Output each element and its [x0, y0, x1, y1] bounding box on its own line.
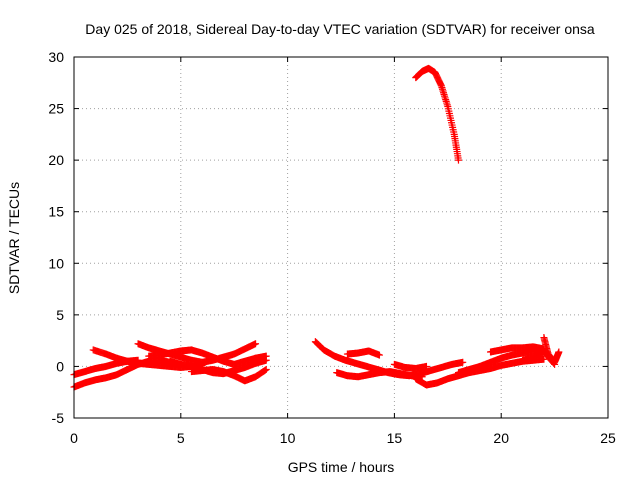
- y-tick-label: 0: [56, 358, 64, 374]
- x-tick-label: 25: [600, 430, 616, 446]
- plot-frame: [73, 56, 609, 419]
- x-tick-label: 0: [70, 430, 78, 446]
- data-point: [252, 340, 260, 348]
- x-tick-label: 15: [387, 430, 403, 446]
- y-tick-label: 30: [48, 49, 64, 65]
- data-point-fill: [261, 366, 269, 374]
- x-tick-labels: 0 5 10 15 20 25: [70, 430, 616, 446]
- data-points: [70, 64, 563, 391]
- y-axis-label: SDTVAR / TECUs: [6, 182, 22, 294]
- data-point: [459, 358, 467, 366]
- data-point: [262, 366, 270, 374]
- axis-ticks: [73, 56, 609, 419]
- data-point: [454, 156, 462, 164]
- x-tick-label: 20: [493, 430, 509, 446]
- y-tick-label: 10: [48, 255, 64, 271]
- y-tick-label: 5: [56, 307, 64, 323]
- y-tick-labels: -5 0 5 10 15 20 25 30: [48, 49, 64, 426]
- x-tick-label: 5: [177, 430, 185, 446]
- data-point: [375, 351, 383, 359]
- y-tick-label: 15: [48, 204, 64, 220]
- data-point: [262, 356, 270, 364]
- y-tick-label: 25: [48, 101, 64, 117]
- x-tick-label: 10: [280, 430, 296, 446]
- data-point: [422, 362, 430, 370]
- data-point: [540, 355, 548, 363]
- chart-title: Day 025 of 2018, Sidereal Day-to-day VTE…: [85, 21, 595, 37]
- x-axis-label: GPS time / hours: [288, 459, 395, 475]
- y-tick-label: 20: [48, 152, 64, 168]
- y-tick-label: -5: [52, 410, 65, 426]
- data-point: [555, 348, 563, 356]
